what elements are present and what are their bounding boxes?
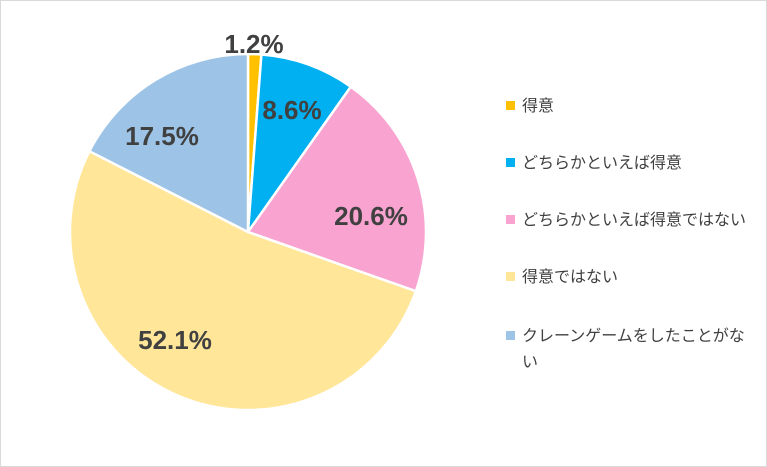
data-label-2: 20.6% — [334, 201, 408, 231]
legend-swatch-3 — [506, 272, 515, 281]
legend-item-3: 得意ではない — [506, 264, 756, 290]
legend-item-0: 得意 — [506, 93, 756, 119]
pie-slice-2 — [246, 85, 428, 293]
pie-slice-1 — [246, 53, 353, 234]
pie-slice-3 — [68, 149, 418, 412]
data-label-1: 8.6% — [262, 95, 321, 125]
data-labels: 1.2% 8.6% 20.6% 52.1% 17.5% — [125, 29, 408, 355]
data-label-4: 17.5% — [125, 121, 199, 151]
data-label-3: 52.1% — [138, 325, 212, 355]
data-label-0: 1.2% — [224, 29, 283, 59]
legend-swatch-1 — [506, 158, 515, 167]
legend-swatch-2 — [506, 215, 515, 224]
legend-swatch-0 — [506, 101, 515, 110]
legend-label-1: どちらかといえば得意 — [522, 153, 683, 172]
legend-item-4: クレーンゲームをしたことがない — [506, 323, 756, 375]
legend-label-3: 得意ではない — [522, 267, 619, 286]
legend-label-2: どちらかといえば得意ではない — [522, 210, 747, 229]
legend-label-4: クレーンゲームをしたことがない — [522, 326, 745, 371]
legend-item-2: どちらかといえば得意ではない — [506, 207, 756, 233]
legend-label-0: 得意 — [522, 96, 555, 115]
legend-swatch-4 — [506, 331, 515, 340]
pie-slice-4 — [88, 52, 250, 234]
legend-item-1: どちらかといえば得意 — [506, 150, 756, 176]
pie-slices — [68, 52, 428, 412]
